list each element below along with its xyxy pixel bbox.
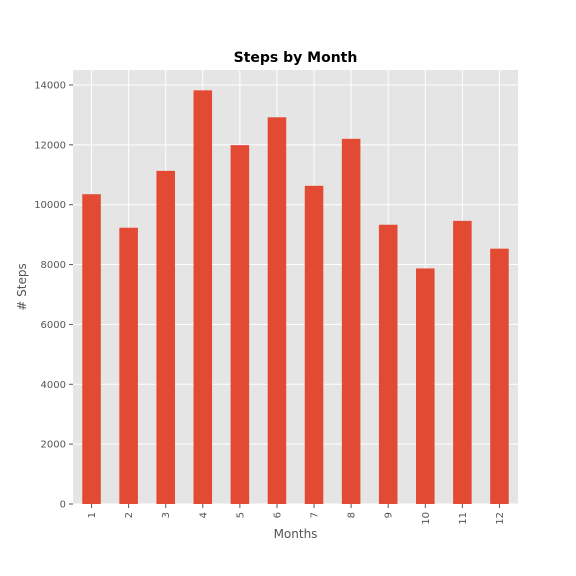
- x-tick-label: 1: [87, 512, 98, 518]
- x-tick-label: 2: [124, 512, 135, 518]
- x-tick-label: 3: [161, 512, 172, 518]
- x-tick-label: 6: [272, 512, 283, 518]
- bars: [82, 90, 509, 505]
- bar-month-4: [193, 90, 213, 505]
- y-tick-label: 4000: [41, 380, 66, 391]
- bar-month-9: [378, 224, 398, 504]
- y-tick-label: 2000: [41, 440, 66, 451]
- bar-month-8: [341, 138, 361, 505]
- bar-month-10: [416, 268, 435, 504]
- bar-month-6: [267, 117, 287, 505]
- x-tick-label: 10: [421, 512, 432, 525]
- bar-month-2: [119, 227, 138, 504]
- y-tick-label: 8000: [41, 260, 66, 271]
- bar-month-5: [230, 145, 250, 504]
- x-tick-label: 12: [495, 512, 506, 525]
- bar-month-12: [490, 248, 509, 504]
- chart-title: Steps by Month: [234, 50, 358, 66]
- x-axis-label: Months: [274, 527, 318, 541]
- bar-month-3: [156, 170, 175, 504]
- x-tick-label: 5: [235, 512, 246, 518]
- plot-area: [73, 70, 518, 504]
- x-tick-label: 9: [384, 512, 395, 518]
- x-tick-label: 11: [458, 512, 469, 525]
- bar-month-1: [82, 194, 101, 504]
- x-tick-label: 8: [347, 512, 358, 518]
- x-tick-label: 7: [310, 512, 321, 518]
- x-tick-label: 4: [198, 512, 209, 518]
- y-tick-label: 10000: [34, 200, 66, 211]
- y-tick-label: 14000: [34, 80, 66, 91]
- y-tick-label: 6000: [41, 320, 66, 331]
- bar-month-7: [304, 185, 324, 504]
- y-tick-label: 12000: [34, 140, 66, 151]
- bar-month-11: [453, 220, 472, 504]
- y-tick-label: 0: [60, 500, 66, 511]
- y-axis-label: # Steps: [15, 263, 29, 310]
